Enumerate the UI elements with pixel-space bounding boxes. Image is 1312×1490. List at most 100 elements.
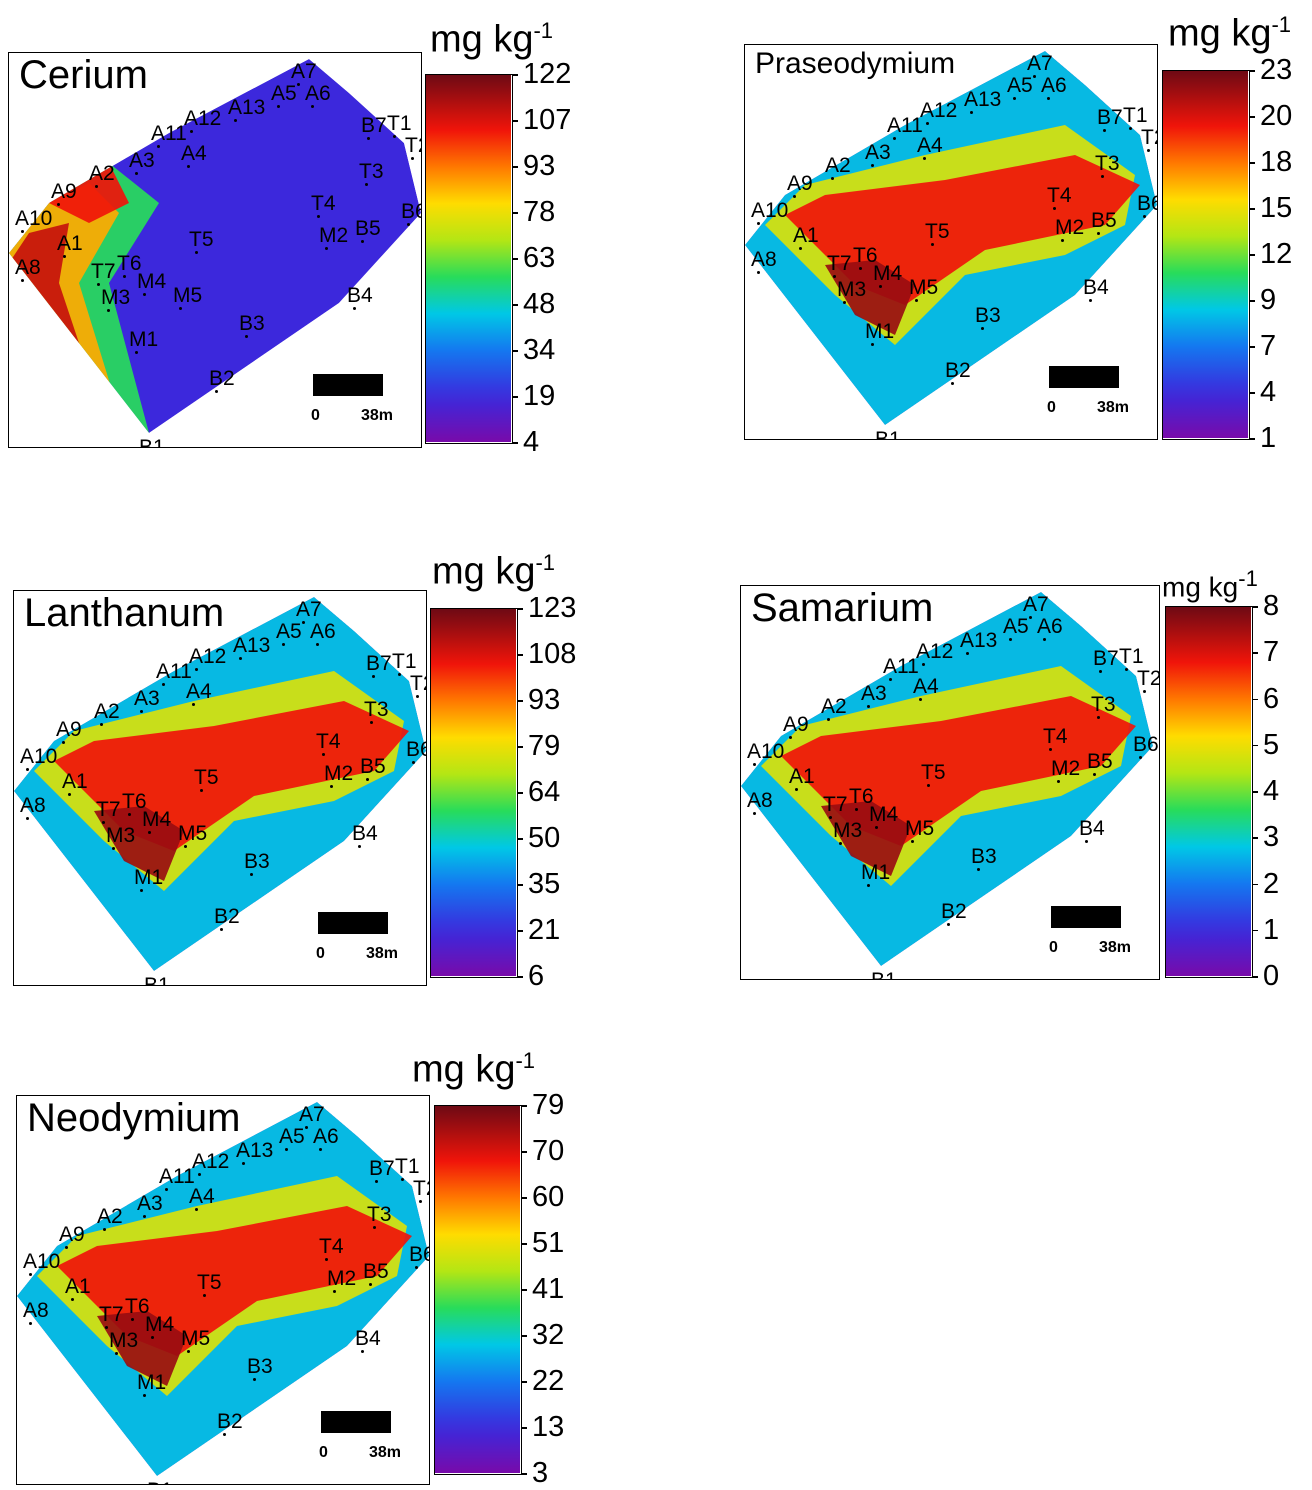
station-label: A8 (15, 256, 41, 279)
station-marker (361, 1350, 364, 1353)
legend-tick (1249, 70, 1255, 72)
scale-label-start: 0 (316, 945, 325, 962)
legend-unit: mg kg-1 (1162, 568, 1258, 601)
station-label: B6 (1133, 733, 1159, 756)
legend-tick-label: 41 (532, 1273, 565, 1305)
station-marker (103, 1228, 106, 1231)
station-marker (867, 705, 870, 708)
station-label: A6 (313, 1125, 339, 1148)
station-label: M1 (134, 866, 164, 889)
station-marker (112, 847, 115, 850)
station-label: M2 (327, 1267, 357, 1290)
station-marker (893, 137, 896, 140)
legend-tick-label: 19 (523, 380, 556, 412)
scale-label-end: 38m (366, 945, 399, 962)
station-marker (793, 195, 796, 198)
station-label: A9 (56, 718, 82, 741)
station-marker (316, 643, 319, 646)
station-marker (1053, 207, 1056, 210)
station-marker (919, 698, 922, 701)
station-marker (143, 293, 146, 296)
station-label: M1 (129, 328, 159, 351)
station-label: T1 (392, 650, 417, 673)
legend-tick-label: 7 (1263, 636, 1280, 669)
legend-tick (521, 1381, 527, 1383)
station-label: A1 (65, 1275, 91, 1298)
station-label: A7 (296, 598, 322, 621)
station-label: A5 (276, 620, 302, 643)
station-label: M5 (173, 284, 203, 307)
contour-map (741, 592, 1153, 966)
station-label: T2 (1141, 126, 1157, 149)
station-marker (140, 710, 143, 713)
legend-tick-label: 122 (523, 58, 572, 90)
station-marker (302, 621, 305, 624)
station-marker (1013, 97, 1016, 100)
legend-tick (1252, 791, 1258, 793)
legend-tick (521, 1473, 527, 1475)
legend-tick (517, 700, 523, 702)
station-label: A3 (129, 149, 155, 172)
station-label: A7 (291, 60, 317, 83)
legend-tick-label: 2 (1263, 867, 1280, 900)
station-label: A3 (134, 687, 160, 710)
legend-tick (512, 442, 518, 444)
legend-unit-exponent: -1 (533, 18, 554, 43)
legend-tick (521, 1197, 527, 1199)
station-label: A8 (23, 1299, 49, 1322)
station-label: A9 (783, 713, 809, 736)
station-marker (21, 230, 24, 233)
station-label: T6 (117, 252, 142, 275)
station-marker (297, 83, 300, 86)
station-label: B6 (1137, 192, 1157, 215)
station-marker (879, 285, 882, 288)
station-label: A13 (960, 629, 998, 652)
station-marker (195, 668, 198, 671)
legend-tick (1249, 208, 1255, 210)
station-marker (1129, 127, 1132, 130)
station-label: B2 (214, 905, 240, 928)
station-label: B7 (369, 1157, 395, 1180)
legend-tick (1252, 883, 1258, 885)
station-label: A2 (94, 700, 120, 723)
station-marker (911, 840, 914, 843)
station-marker (753, 763, 756, 766)
station-label: A10 (15, 207, 53, 230)
station-label: M3 (837, 278, 867, 301)
station-label: A9 (59, 1223, 85, 1246)
legend-unit: mg kg-1 (430, 20, 553, 59)
station-marker (407, 223, 410, 226)
legend-tick-label: 93 (528, 684, 561, 716)
station-label: T1 (387, 112, 412, 135)
station-label: M5 (178, 822, 208, 845)
station-marker (330, 785, 333, 788)
station-label: A13 (233, 634, 271, 657)
station-marker (1147, 149, 1150, 152)
legend-tick (512, 350, 518, 352)
station-marker (827, 718, 830, 721)
station-label: T7 (827, 252, 852, 275)
station-label: T6 (125, 1295, 150, 1318)
station-label: A9 (51, 180, 77, 203)
station-marker (367, 137, 370, 140)
station-label: A11 (159, 1165, 195, 1188)
station-label: M3 (106, 824, 136, 847)
station-marker (184, 845, 187, 848)
station-marker (157, 145, 160, 148)
station-marker (889, 678, 892, 681)
station-label: A1 (57, 232, 83, 255)
station-marker (970, 111, 973, 114)
station-marker (239, 657, 242, 660)
legend-tick-label: 93 (523, 150, 556, 182)
legend-tick-label: 6 (1263, 682, 1280, 715)
station-marker (253, 1378, 256, 1381)
station-marker (947, 923, 950, 926)
station-marker (358, 845, 361, 848)
legend-tick (521, 1105, 527, 1107)
scale-label-end: 38m (1099, 939, 1132, 956)
legend-unit-exponent: -1 (1238, 566, 1258, 591)
station-marker (195, 1208, 198, 1211)
legend-tick (512, 258, 518, 260)
station-label: A4 (181, 142, 207, 165)
